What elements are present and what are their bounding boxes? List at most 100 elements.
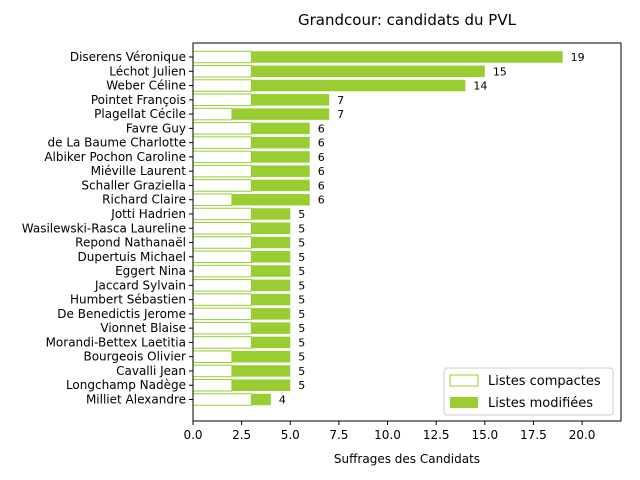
bar-compactes-12 [192,222,252,235]
bar-compactes-23 [192,378,233,392]
value-label-21: 5 [298,351,305,364]
bar-compactes-9 [192,179,252,192]
category-label-3: Pointet François [91,93,186,107]
category-label-12: Wasilewski-Rasca Laureline [22,221,186,235]
category-label-8: Miéville Laurent [91,164,187,178]
category-label-2: Weber Céline [106,79,186,93]
category-label-16: Jaccard Sylvain [94,278,186,292]
x-axis-label: Suffrages des Candidats [334,452,480,466]
value-label-1: 15 [493,65,507,78]
bar-compactes-17 [192,293,252,306]
bar-modifiees-1 [251,65,485,78]
bar-modifiees-8 [251,165,310,177]
category-label-18: De Benedictis Jerome [57,307,186,321]
bar-modifiees-10 [231,193,310,206]
x-tick-label-7: 17.5 [520,428,547,442]
value-label-13: 5 [298,237,305,250]
bar-modifiees-6 [251,136,310,149]
bar-modifiees-3 [251,94,330,106]
bar-compactes-11 [192,207,252,221]
category-label-24: Milliet Alexandre [86,393,186,407]
category-label-0: Diserens Véronique [70,50,186,64]
bar-compactes-8 [192,164,252,178]
value-label-5: 6 [318,122,325,135]
value-label-15: 5 [298,265,305,278]
value-label-4: 7 [337,108,344,121]
legend-label-modifiees: Listes modifiées [488,396,593,411]
category-label-9: Schaller Graziella [81,178,186,192]
value-label-10: 6 [318,194,325,207]
bar-modifiees-23 [231,379,291,391]
bar-modifiees-13 [251,236,291,249]
bar-modifiees-7 [251,151,310,163]
bar-compactes-24 [192,393,252,406]
bar-compactes-18 [192,307,252,321]
bar-modifiees-4 [231,108,330,120]
category-label-19: Vionnet Blaise [100,321,186,335]
category-label-1: Léchot Julien [109,64,186,78]
value-label-8: 6 [318,165,325,178]
value-label-3: 7 [337,94,344,107]
value-label-2: 14 [473,80,487,93]
value-label-19: 5 [298,322,305,335]
bar-compactes-21 [192,350,233,363]
bar-compactes-13 [192,236,252,249]
legend-swatch-compactes [449,374,479,387]
value-label-7: 6 [318,151,325,164]
bar-modifiees-14 [251,251,291,263]
bar-compactes-20 [192,336,252,349]
value-label-6: 6 [318,137,325,150]
bar-compactes-2 [192,79,252,92]
value-label-22: 5 [298,365,305,378]
category-label-10: Richard Claire [102,193,186,207]
category-label-5: Favre Guy [126,121,186,135]
x-tick-label-3: 7.5 [329,428,348,442]
bar-modifiees-12 [251,222,291,234]
bar-modifiees-21 [231,350,291,363]
bar-modifiees-20 [251,336,291,349]
bar-modifiees-9 [251,179,310,192]
plot-frame [192,42,622,422]
category-label-20: Morandi-Bettex Laetitia [46,335,186,349]
chart-title: Grandcour: candidats du PVL [298,11,517,29]
category-label-7: Albiker Pochon Caroline [44,150,186,164]
category-label-17: Humbert Sébastien [70,293,186,307]
bar-compactes-6 [192,136,252,149]
category-label-6: de La Baume Charlotte [48,136,187,150]
legend: Listes compactes Listes modifiées [443,367,614,416]
value-label-24: 4 [279,394,286,407]
bar-modifiees-5 [251,122,310,135]
x-ticks-group: 0.0 2.5 5.0 7.5 10.0 12.5 15.0 17.5 20.0 [183,421,595,442]
category-label-21: Bourgeois Olivier [83,350,186,364]
bar-compactes-22 [192,364,233,378]
value-label-23: 5 [298,379,305,392]
category-label-23: Longchamp Nadège [66,378,186,392]
bar-modifiees-11 [251,208,291,220]
bar-modifiees-22 [231,365,291,377]
bar-compactes-1 [192,65,252,78]
category-label-4: Plagellat Cécile [94,107,186,121]
bar-compactes-19 [192,321,252,335]
category-label-22: Cavalli Jean [116,364,186,378]
x-tick-label-5: 12.5 [423,428,450,442]
value-label-12: 5 [298,222,305,235]
value-label-0: 19 [571,51,585,64]
bars-group [192,50,563,406]
bar-compactes-4 [192,107,233,121]
x-tick-label-0: 0.0 [183,428,202,442]
value-label-17: 5 [298,294,305,307]
category-label-14: Dupertuis Michael [78,250,186,264]
bar-modifiees-19 [251,322,291,334]
bar-modifiees-24 [251,393,271,406]
x-tick-label-6: 15.0 [471,428,498,442]
category-label-15: Eggert Nina [115,264,186,278]
legend-box [443,367,614,416]
x-tick-label-4: 10.0 [374,428,401,442]
bar-compactes-16 [192,279,252,292]
value-label-20: 5 [298,336,305,349]
x-tick-label-1: 2.5 [232,428,251,442]
bar-compactes-7 [192,150,252,164]
